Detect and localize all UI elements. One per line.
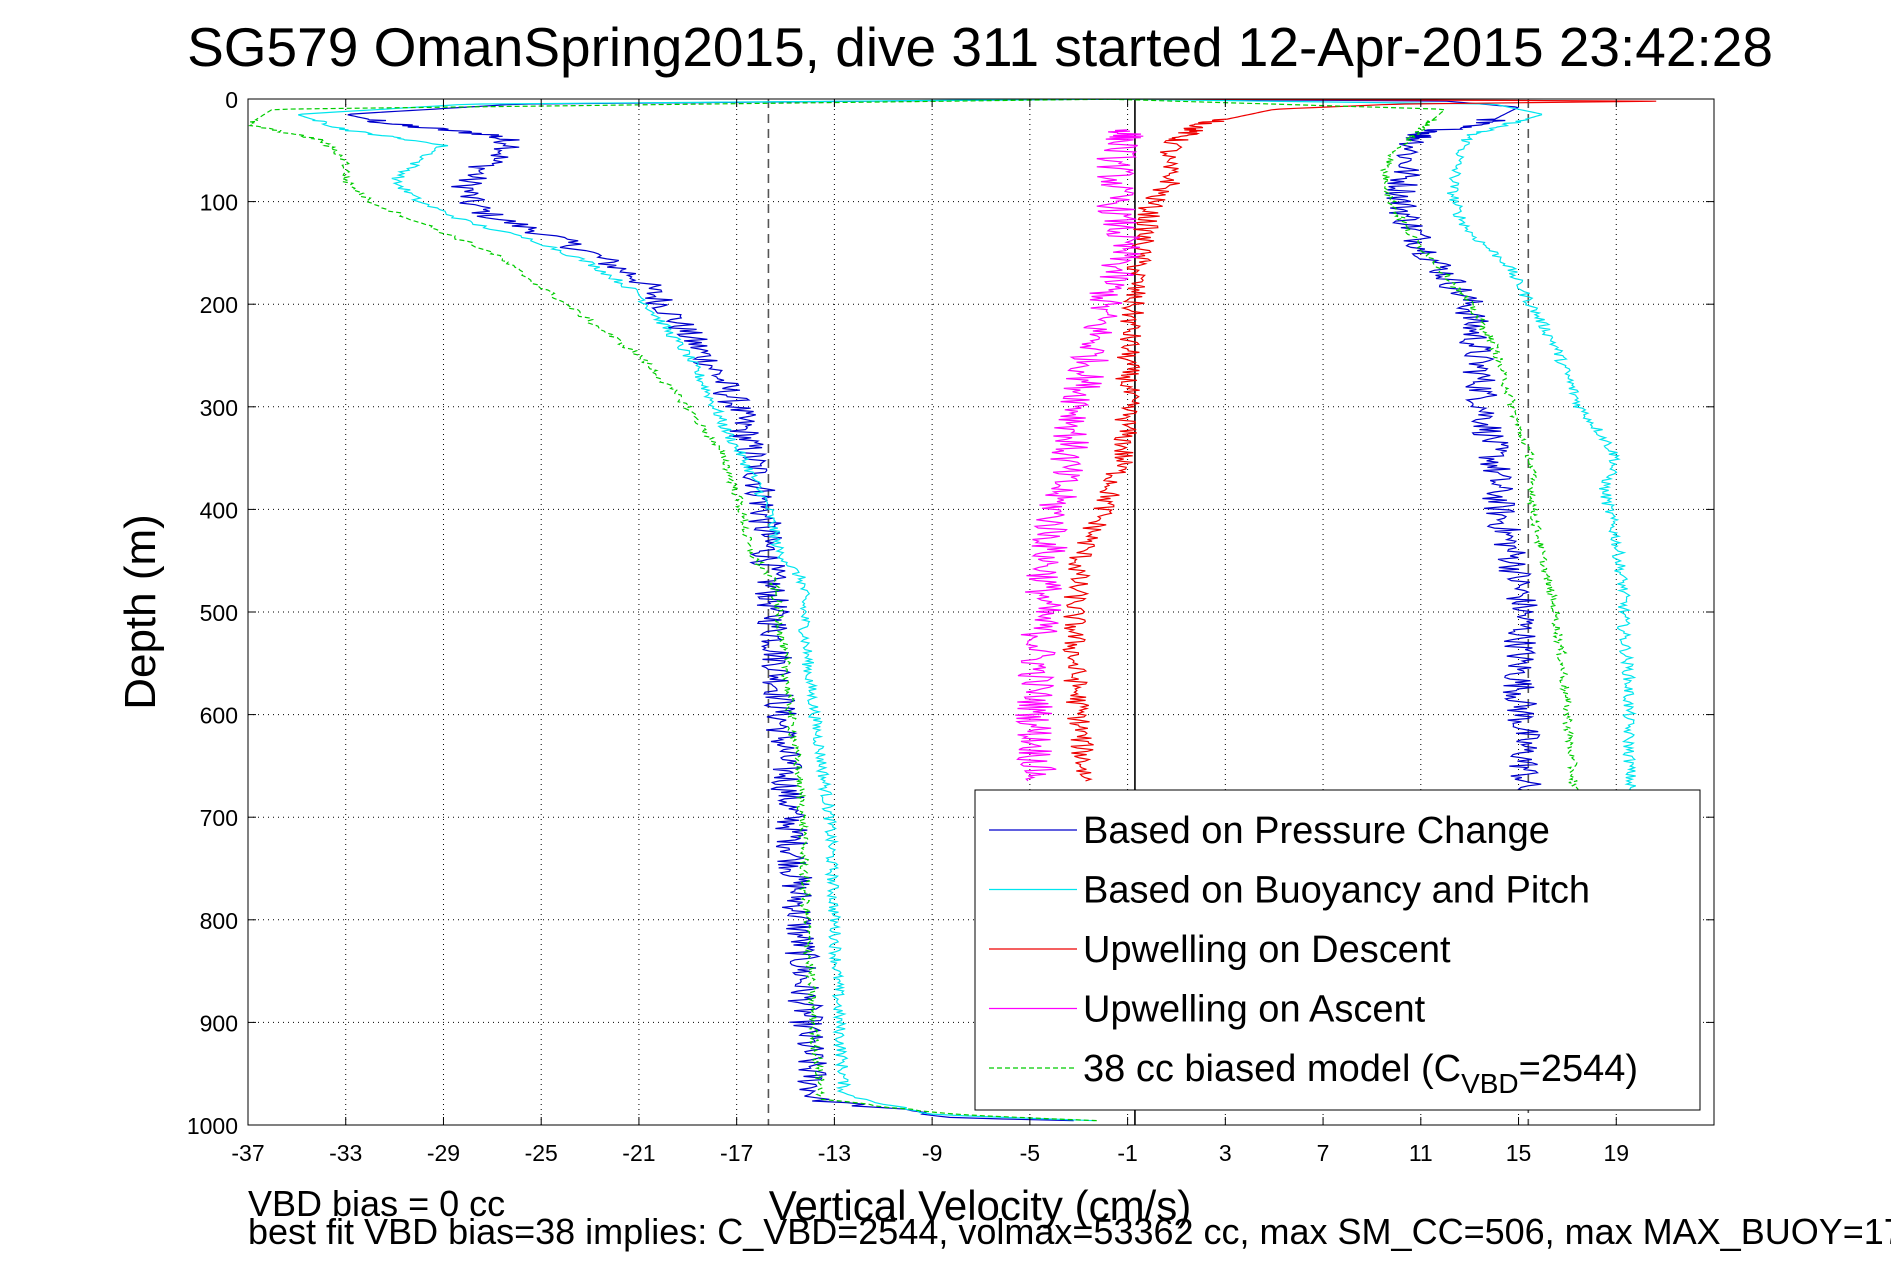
legend-label-subscript: VBD (1461, 1068, 1519, 1099)
y-tick-label: 500 (200, 600, 238, 626)
y-tick-label: 100 (200, 190, 238, 216)
legend-label-tail: =2544) (1519, 1048, 1638, 1090)
series-line-1 (1103, 99, 1637, 797)
legend-label: Upwelling on Descent (1083, 929, 1451, 971)
series-line-3 (1015, 129, 1144, 782)
y-tick-label: 700 (200, 805, 238, 831)
series-line-0 (347, 99, 1128, 1122)
legend-label: 38 cc biased model (CVBD=2544) (1083, 1048, 1638, 1099)
y-axis-label: Depth (m) (116, 514, 165, 710)
y-tick-label: 200 (200, 292, 238, 318)
x-tick-label: 7 (1317, 1140, 1330, 1166)
y-tick-label: 900 (200, 1010, 238, 1036)
x-tick-label: -21 (622, 1140, 655, 1166)
x-tick-label: 19 (1603, 1140, 1629, 1166)
x-tick-label: -13 (818, 1140, 851, 1166)
y-tick-label: 600 (200, 703, 238, 729)
y-axis-ticks: 0 100 200 300 400 500 600 700 800 900 1000 (187, 87, 1714, 1139)
series-lines (248, 99, 1657, 1122)
series-line-0 (1103, 99, 1542, 797)
x-tick-label: -25 (525, 1140, 558, 1166)
y-tick-label: 800 (200, 908, 238, 934)
series-line-4 (1103, 99, 1579, 796)
legend-label: Based on Pressure Change (1083, 810, 1550, 852)
x-tick-label: -33 (329, 1140, 362, 1166)
x-tick-label: -37 (231, 1140, 264, 1166)
x-axis-ticks: -37 -33 -29 -25 -21 -17 -13 -9 -5 -1 3 7 11 15 19 (231, 99, 1629, 1166)
x-tick-label: -29 (427, 1140, 460, 1166)
y-tick-label: 300 (200, 395, 238, 421)
chart-title: SG579 OmanSpring2015, dive 311 started 1… (187, 16, 1773, 78)
chart-legend: Based on Pressure Change Based on Buoyanc… (974, 789, 1701, 1111)
legend-box (974, 789, 1701, 1111)
series-line-2 (1062, 99, 1657, 782)
y-tick-label: 1000 (187, 1113, 238, 1139)
x-tick-label: 3 (1219, 1140, 1232, 1166)
y-tick-label: 400 (200, 497, 238, 523)
footnote-vbd-bias: VBD bias = 0 cc (248, 1183, 506, 1224)
x-tick-label: -17 (720, 1140, 753, 1166)
x-axis-label: Vertical Velocity (cm/s) (769, 1182, 1191, 1229)
legend-label-main: 38 cc biased model (C (1083, 1048, 1461, 1090)
x-tick-label: 11 (1409, 1140, 1433, 1166)
legend-label: Upwelling on Ascent (1083, 989, 1426, 1031)
series-line-4 (248, 99, 1128, 1122)
y-tick-label: 0 (225, 87, 238, 113)
x-tick-label: -9 (922, 1140, 942, 1166)
x-tick-label: 15 (1506, 1140, 1532, 1166)
footnote-best-fit: best fit VBD bias=38 implies: C_VBD=2544… (248, 1211, 1891, 1252)
legend-label: Based on Buoyancy and Pitch (1083, 870, 1590, 912)
series-line-1 (298, 99, 1128, 1122)
x-tick-label: -1 (1117, 1140, 1137, 1166)
x-tick-label: -5 (1020, 1140, 1040, 1166)
